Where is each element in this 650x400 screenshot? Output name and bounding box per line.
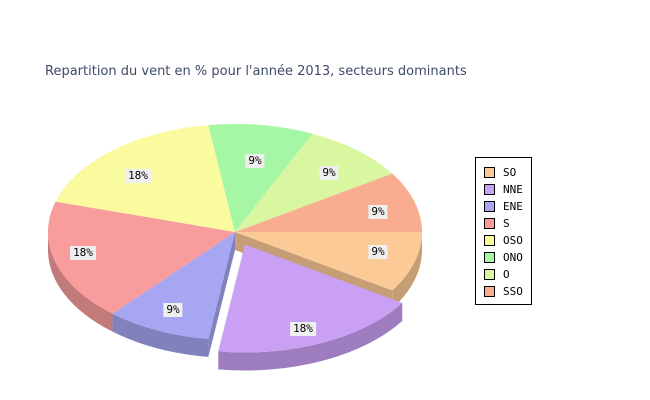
legend-swatch-OSO	[484, 235, 495, 246]
legend-swatch-ONO	[484, 252, 495, 263]
pie-rim-SO	[392, 232, 422, 309]
legend-label-ONO: ONO	[503, 251, 523, 264]
legend-swatch-S	[484, 218, 495, 229]
slice-label-ENE: 9%	[163, 303, 183, 317]
slice-label-SO: 9%	[368, 245, 388, 259]
legend-label-SSO: SSO	[503, 285, 523, 298]
slice-label-ONO: 9%	[245, 154, 265, 168]
pie-slice-ENE	[112, 232, 235, 339]
pie-slice-NNE	[218, 244, 403, 353]
pie-cut-ENE	[208, 232, 235, 357]
legend-item-SO: SO	[484, 167, 531, 178]
legend-label-SO: SO	[503, 166, 517, 179]
legend-item-NNE: NNE	[484, 184, 531, 195]
legend-item-ENE: ENE	[484, 201, 531, 212]
pie-slice-O	[235, 133, 393, 232]
legend-swatch-ENE	[484, 201, 495, 212]
slice-label-SSO: 9%	[368, 205, 388, 219]
pie-rim-ENE	[112, 313, 209, 357]
legend-swatch-NNE	[484, 184, 495, 195]
pie-slice-S	[47, 201, 236, 314]
legend-swatch-SO	[484, 167, 495, 178]
slice-label-OSO: 18%	[125, 169, 151, 183]
legend-item-OSO: OSO	[484, 235, 531, 246]
legend-label-NNE: NNE	[503, 183, 523, 196]
legend-item-ONO: ONO	[484, 252, 531, 263]
legend-item-O: O	[484, 269, 531, 280]
legend-swatch-SSO	[484, 286, 495, 297]
slice-label-NNE: 18%	[290, 322, 316, 336]
legend-swatch-O	[484, 269, 495, 280]
pie-rim-NNE	[218, 302, 403, 371]
legend-label-S: S	[503, 217, 510, 230]
slice-label-S: 18%	[70, 246, 96, 260]
legend-item-SSO: SSO	[484, 286, 531, 297]
legend: SO NNE ENE S OSO ONO O SSO	[475, 157, 532, 305]
legend-label-O: O	[503, 268, 510, 281]
pie-rim-S	[48, 232, 113, 332]
legend-label-OSO: OSO	[503, 234, 523, 247]
pie-slice-ONO	[208, 124, 313, 232]
legend-item-S: S	[484, 218, 531, 229]
chart-title: Repartition du vent en % pour l'année 20…	[45, 64, 467, 79]
slice-label-O: 9%	[319, 166, 339, 180]
legend-label-ENE: ENE	[503, 200, 523, 213]
